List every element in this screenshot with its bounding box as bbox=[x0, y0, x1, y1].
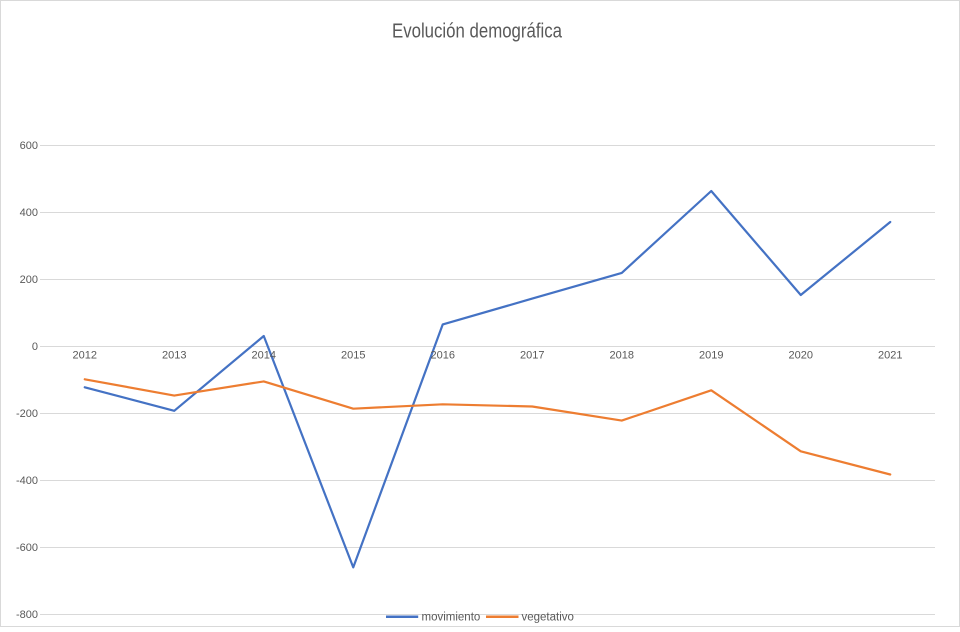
svg-text:2021: 2021 bbox=[878, 350, 902, 362]
svg-text:2016: 2016 bbox=[431, 350, 455, 362]
svg-text:2019: 2019 bbox=[699, 350, 723, 362]
svg-text:vegetativo: vegetativo bbox=[522, 612, 574, 624]
svg-text:-600: -600 bbox=[16, 542, 38, 554]
svg-text:0: 0 bbox=[32, 341, 38, 353]
svg-text:600: 600 bbox=[20, 140, 38, 152]
svg-text:2014: 2014 bbox=[252, 350, 276, 362]
svg-text:2017: 2017 bbox=[520, 350, 544, 362]
svg-text:movimiento: movimiento bbox=[422, 612, 481, 624]
svg-text:2020: 2020 bbox=[789, 350, 813, 362]
svg-text:2012: 2012 bbox=[73, 350, 97, 362]
svg-text:2018: 2018 bbox=[610, 350, 634, 362]
svg-text:2013: 2013 bbox=[162, 350, 186, 362]
svg-text:-200: -200 bbox=[16, 408, 38, 420]
svg-text:2015: 2015 bbox=[341, 350, 365, 362]
svg-text:200: 200 bbox=[20, 274, 38, 286]
svg-text:Evolución demográfica: Evolución demográfica bbox=[392, 20, 563, 42]
svg-text:-800: -800 bbox=[16, 609, 38, 621]
svg-text:400: 400 bbox=[20, 207, 38, 219]
svg-text:-400: -400 bbox=[16, 475, 38, 487]
